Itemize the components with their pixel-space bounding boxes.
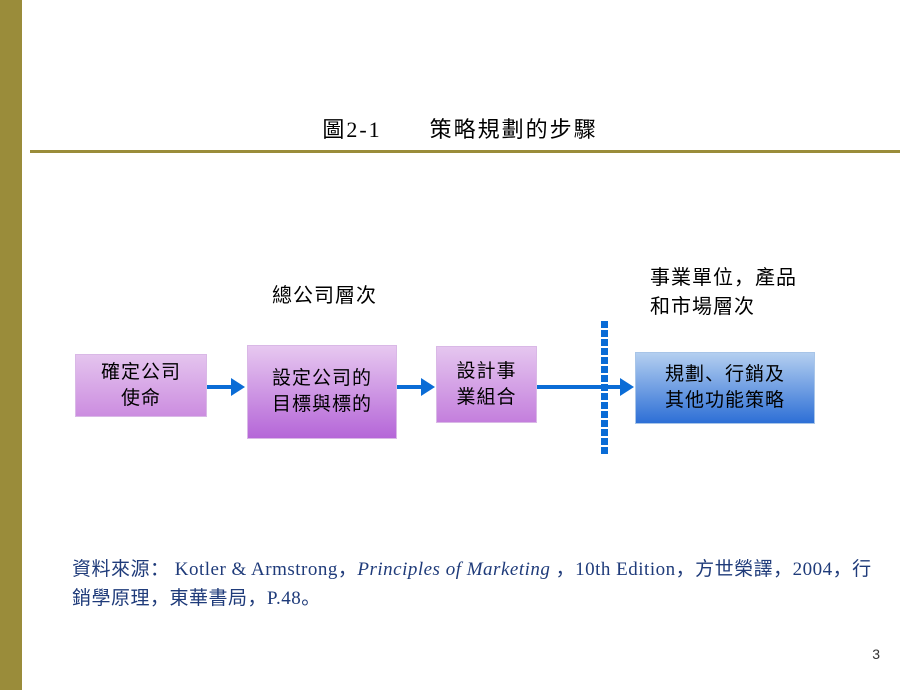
title-rule [30,150,900,153]
arrow-3 [537,378,634,396]
divider-dot [601,339,608,346]
divider-dot [601,357,608,364]
divider-dot [601,384,608,391]
page-number: 3 [872,646,880,662]
divider-dot [601,393,608,400]
citation: 資料來源： Kotler & Armstrong，Principles of M… [72,556,872,613]
divider-dot [601,429,608,436]
divider-dot [601,438,608,445]
figure-title: 圖2-1 策略規劃的步驟 [0,112,920,144]
divider-dot [601,411,608,418]
section-label-corporate: 總公司層次 [272,279,377,308]
divider-dot [601,330,608,337]
divider-dot [601,348,608,355]
divider-dot [601,375,608,382]
citation-prefix: 資料來源： Kotler & Armstrong， [72,559,357,580]
section-label-business-unit: 事業單位，產品 和市場層次 [650,261,797,319]
divider-dot [601,402,608,409]
arrow-1 [207,378,245,396]
divider-dot [601,321,608,328]
divider-dot [601,420,608,427]
flow-step-2: 設定公司的 目標與標的 [247,345,397,439]
citation-book-title: Principles of Marketing [357,559,555,580]
flow-step-4: 規劃、行銷及 其他功能策略 [635,352,815,424]
divider-dot [601,447,608,454]
flow-step-1: 確定公司 使命 [75,354,207,417]
sidebar-accent [0,0,22,690]
arrow-2 [397,378,435,396]
flow-step-3: 設計事 業組合 [436,346,537,423]
divider-dot [601,366,608,373]
